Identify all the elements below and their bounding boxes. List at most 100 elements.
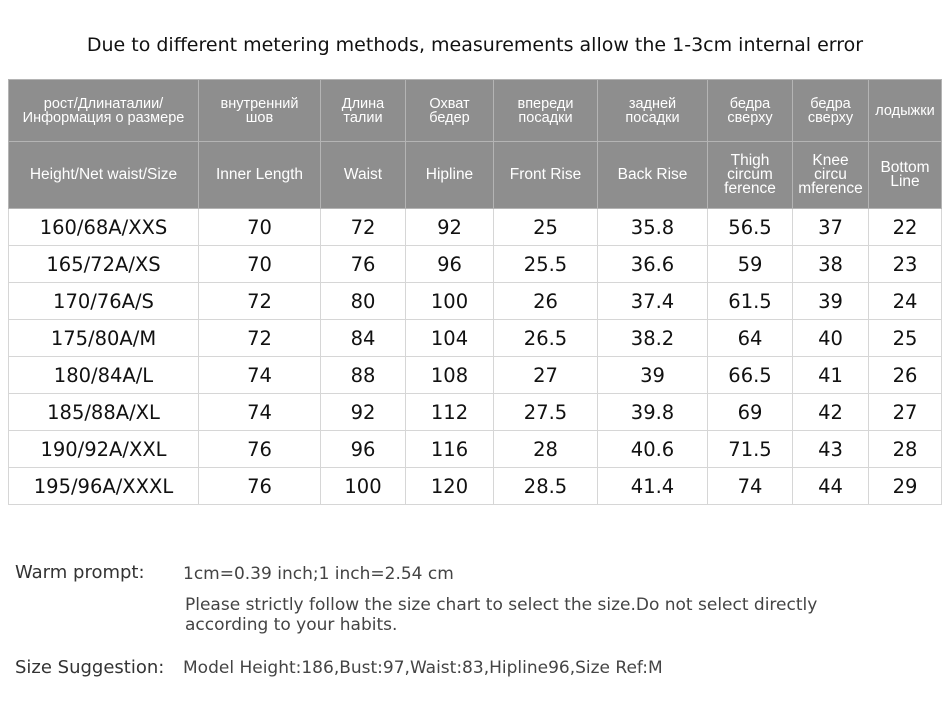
data-cell: 40 [792, 319, 869, 357]
data-cell: 26 [868, 356, 942, 394]
data-cell: 43 [792, 430, 869, 468]
data-cell: 72 [198, 282, 321, 320]
data-cell: 190/92A/XXL [8, 430, 199, 468]
data-cell: 66.5 [707, 356, 793, 394]
data-cell: 28.5 [493, 467, 598, 505]
data-cell: 35.8 [597, 208, 708, 246]
data-cell: 100 [405, 282, 494, 320]
data-cell: 38 [792, 245, 869, 283]
data-cell: 26.5 [493, 319, 598, 357]
data-cell: 112 [405, 393, 494, 431]
data-cell: 28 [493, 430, 598, 468]
data-cell: 170/76A/S [8, 282, 199, 320]
warm-line: Please strictly follow the size chart to… [185, 595, 818, 615]
data-cell: 116 [405, 430, 494, 468]
data-cell: 104 [405, 319, 494, 357]
data-cell: 84 [320, 319, 406, 357]
data-cell: 39 [597, 356, 708, 394]
data-cell: 37.4 [597, 282, 708, 320]
data-cell: 69 [707, 393, 793, 431]
data-cell: 175/80A/M [8, 319, 199, 357]
header-cell: Thigh circum ference [707, 141, 793, 209]
header-row: рост/Длинаталии/ Информация о размере вну… [8, 79, 942, 142]
data-row: 185/88A/XL 74 92 112 27.5 39.8 69 42 27 [8, 393, 942, 431]
data-cell: 76 [198, 430, 321, 468]
header-cell: впереди посадки [493, 79, 598, 142]
data-cell: 39.8 [597, 393, 708, 431]
data-row: 180/84A/L 74 88 108 27 39 66.5 41 26 [8, 356, 942, 394]
header-cell: внутренний шов [198, 79, 321, 142]
suggestion: Model Height:186,Bust:97,Waist:83,Hiplin… [183, 658, 663, 678]
data-cell: 120 [405, 467, 494, 505]
header-cell: Hipline [405, 141, 494, 209]
data-row: 175/80A/M 72 84 104 26.5 38.2 64 40 25 [8, 319, 942, 357]
header-cell: бедра сверху [707, 79, 793, 142]
data-cell: 24 [868, 282, 942, 320]
size-table: рост/Длинаталии/ Информация о размере вну… [8, 79, 942, 505]
data-cell: 165/72A/XS [8, 245, 199, 283]
data-cell: 61.5 [707, 282, 793, 320]
header-cell: Front Rise [493, 141, 598, 209]
data-cell: 27 [868, 393, 942, 431]
data-cell: 36.6 [597, 245, 708, 283]
data-cell: 29 [868, 467, 942, 505]
data-cell: 185/88A/XL [8, 393, 199, 431]
data-cell: 72 [320, 208, 406, 246]
data-cell: 74 [198, 393, 321, 431]
title: Due to different metering methods, measu… [86, 34, 864, 56]
header-cell: Waist [320, 141, 406, 209]
data-cell: 26 [493, 282, 598, 320]
data-cell: 42 [792, 393, 869, 431]
data-cell: 76 [320, 245, 406, 283]
data-cell: 40.6 [597, 430, 708, 468]
header-cell: Охват бедер [405, 79, 494, 142]
header-cell: Inner Length [198, 141, 321, 209]
data-cell: 108 [405, 356, 494, 394]
data-row: 190/92A/XXL 76 96 116 28 40.6 71.5 43 28 [8, 430, 942, 468]
data-cell: 80 [320, 282, 406, 320]
data-cell: 25.5 [493, 245, 598, 283]
data-cell: 27 [493, 356, 598, 394]
data-cell: 76 [198, 467, 321, 505]
data-cell: 96 [320, 430, 406, 468]
data-cell: 41.4 [597, 467, 708, 505]
data-row: 165/72A/XS 70 76 96 25.5 36.6 59 38 23 [8, 245, 942, 283]
header-cell: Длина талии [320, 79, 406, 142]
data-cell: 74 [198, 356, 321, 394]
data-cell: 70 [198, 245, 321, 283]
data-cell: 41 [792, 356, 869, 394]
data-cell: 92 [320, 393, 406, 431]
header-cell: Height/Net waist/Size [8, 141, 199, 209]
data-cell: 96 [405, 245, 494, 283]
data-cell: 70 [198, 208, 321, 246]
data-cell: 25 [868, 319, 942, 357]
data-cell: 22 [868, 208, 942, 246]
data-cell: 92 [405, 208, 494, 246]
data-cell: 59 [707, 245, 793, 283]
data-cell: 27.5 [493, 393, 598, 431]
data-cell: 180/84A/L [8, 356, 199, 394]
header-cell: Bottom Line [868, 141, 942, 209]
data-row: 160/68A/XXS 70 72 92 25 35.8 56.5 37 22 [8, 208, 942, 246]
data-cell: 56.5 [707, 208, 793, 246]
data-cell: 100 [320, 467, 406, 505]
data-cell: 72 [198, 319, 321, 357]
data-cell: 37 [792, 208, 869, 246]
header-cell: бедра сверху [792, 79, 869, 142]
data-cell: 71.5 [707, 430, 793, 468]
header-cell: лодыжки [868, 79, 942, 142]
warm-line: according to your habits. [185, 615, 398, 635]
header-cell: рост/Длинаталии/ Информация о размере [8, 79, 199, 142]
data-cell: 38.2 [597, 319, 708, 357]
warm-label: Warm prompt: [15, 562, 145, 583]
data-cell: 195/96A/XXXL [8, 467, 199, 505]
data-cell: 28 [868, 430, 942, 468]
table-body: рост/Длинаталии/ Информация о размере вну… [8, 79, 942, 505]
data-row: 195/96A/XXXL 76 100 120 28.5 41.4 74 44 29 [8, 467, 942, 505]
header-cell: задней посадки [597, 79, 708, 142]
data-cell: 64 [707, 319, 793, 357]
data-cell: 160/68A/XXS [8, 208, 199, 246]
data-row: 170/76A/S 72 80 100 26 37.4 61.5 39 24 [8, 282, 942, 320]
data-cell: 74 [707, 467, 793, 505]
